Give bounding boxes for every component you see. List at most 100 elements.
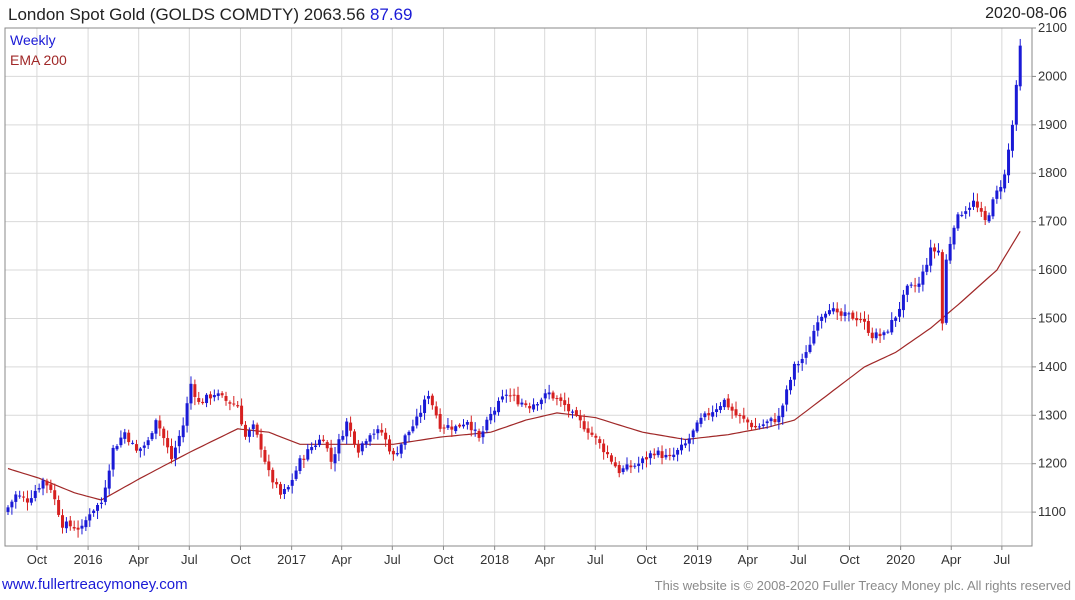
candle-body <box>345 421 349 437</box>
candle-body <box>683 443 687 446</box>
x-tick-label: Apr <box>535 552 556 567</box>
candle-body <box>458 424 462 427</box>
candle-body <box>695 422 699 432</box>
candle-body <box>481 431 485 438</box>
candle-body <box>205 394 209 404</box>
x-axis: Oct 2016 Apr Jul Oct 2017 Apr Jul Oct 2018 Apr Jul O… <box>27 546 1010 567</box>
candle-body <box>64 521 68 529</box>
candle-body <box>718 406 722 410</box>
candle-body <box>975 201 979 208</box>
x-tick-label: 2018 <box>480 552 509 567</box>
candle-body <box>668 454 672 457</box>
candle-body <box>240 405 244 425</box>
candle-body <box>660 451 664 459</box>
candle-body <box>703 413 707 418</box>
candle-body <box>57 500 61 515</box>
candle-body <box>216 393 220 396</box>
x-tick-label: Apr <box>332 552 353 567</box>
candle-body <box>407 431 411 436</box>
candle-body <box>76 527 80 530</box>
candle-body <box>940 252 944 324</box>
candle-body <box>555 398 559 400</box>
candle-body <box>442 427 446 429</box>
candle-body <box>25 498 29 503</box>
candle-body <box>874 332 878 339</box>
candle-body <box>321 439 325 441</box>
candle-body <box>96 504 100 511</box>
candle-body <box>263 450 267 462</box>
candle-body <box>22 496 26 498</box>
candle-body <box>625 464 629 470</box>
candle-body <box>859 319 863 321</box>
candle-body <box>380 429 384 433</box>
candle-body <box>862 318 866 322</box>
candle-body <box>547 392 551 395</box>
candle-body <box>785 389 789 405</box>
candle-body <box>582 421 586 430</box>
site-link[interactable]: www.fullertreacymoney.com <box>2 576 188 593</box>
candle-body <box>543 393 547 399</box>
ema200-line <box>7 230 1021 501</box>
candle-body <box>948 243 952 261</box>
candle-body <box>243 424 247 437</box>
candle-body <box>411 426 415 432</box>
candle-body <box>929 247 933 266</box>
candle-body <box>898 308 902 317</box>
candle-body <box>360 443 364 452</box>
candle-body <box>933 247 937 252</box>
last-price: 2063.56 <box>303 5 366 24</box>
candle-body <box>800 358 804 364</box>
candle-body <box>127 432 131 443</box>
candle-body <box>146 440 150 446</box>
candle-body <box>812 330 816 344</box>
candle-body <box>364 441 368 445</box>
candle-body <box>672 454 676 458</box>
candle-body <box>964 211 968 214</box>
x-tick-label: Jul <box>587 552 604 567</box>
candle-body <box>870 332 874 339</box>
plot-frame <box>4 27 1033 547</box>
candle-body <box>598 439 602 444</box>
candle-body <box>119 437 123 446</box>
candle-body <box>310 447 314 451</box>
candle-body <box>750 422 754 428</box>
chart-header: London Spot Gold (GOLDS COMDTY) 2063.56 … <box>8 5 412 25</box>
candle-body <box>232 403 236 405</box>
candle-body <box>843 312 847 316</box>
candle-body <box>824 313 828 318</box>
candle-body <box>905 285 909 295</box>
candle-body <box>524 403 528 406</box>
candle-body <box>193 384 197 397</box>
candle-body <box>61 515 65 528</box>
candle-body <box>197 397 201 402</box>
candle-body <box>952 227 956 245</box>
chart-title: London Spot Gold (GOLDS COMDTY) <box>8 5 300 24</box>
candle-body <box>99 502 103 504</box>
x-tick-label: Jul <box>994 552 1011 567</box>
candle-body <box>925 264 929 272</box>
candle-body <box>559 397 563 401</box>
candle-body <box>909 284 913 286</box>
candle-body <box>158 420 162 429</box>
candle-body <box>578 415 582 421</box>
candle-body <box>368 435 372 442</box>
candle-body <box>134 444 138 451</box>
candle-body <box>329 447 333 462</box>
y-tick-label: 1700 <box>1038 214 1067 229</box>
candle-body <box>154 420 158 434</box>
candle-body <box>617 465 621 474</box>
y-tick-label: 1600 <box>1038 262 1067 277</box>
candle-body <box>901 294 905 311</box>
candle-body <box>563 400 567 406</box>
candle-body <box>532 404 536 410</box>
candle-body <box>333 454 337 464</box>
candle-body <box>746 419 750 423</box>
candle-body <box>827 310 831 315</box>
x-tick-label: Jul <box>790 552 807 567</box>
candle-body <box>789 379 793 391</box>
candle-body <box>275 482 279 485</box>
candle-body <box>917 283 921 287</box>
candle-body <box>469 421 473 431</box>
candle-body <box>84 520 88 528</box>
candle-body <box>796 364 800 366</box>
